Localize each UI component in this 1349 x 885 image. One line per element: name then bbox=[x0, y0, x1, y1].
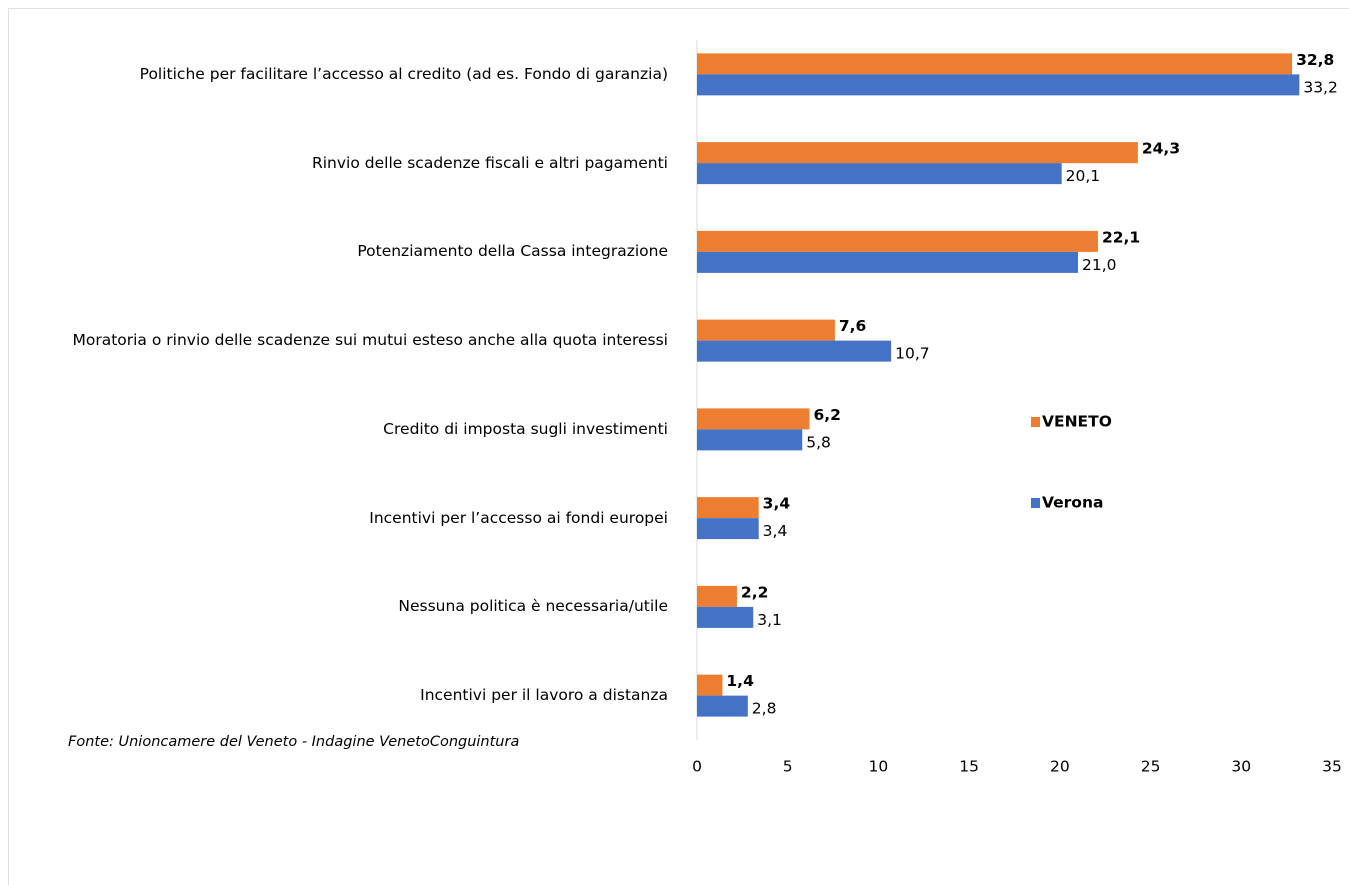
value-label: 24,3 bbox=[1142, 140, 1180, 158]
category-text: Potenziamento della Cassa integrazione bbox=[357, 242, 668, 261]
x-tick-label: 0 bbox=[692, 758, 702, 776]
source: Fonte: Unioncamere del Veneto - Indagine… bbox=[68, 734, 520, 750]
x-tick-label: 5 bbox=[783, 758, 793, 776]
category-label: Incentivi per l’accesso ai fondi europei bbox=[60, 474, 668, 563]
bar bbox=[697, 585, 737, 607]
category-text: Credito di imposta sugli investimenti bbox=[383, 419, 668, 438]
bar bbox=[697, 408, 810, 430]
value-label: 22,1 bbox=[1102, 228, 1140, 246]
category-label: Incentivi per il lavoro a distanza bbox=[60, 651, 668, 740]
category-label: Moratoria o rinvio delle scadenze sui mu… bbox=[60, 296, 668, 385]
legend-swatch bbox=[1031, 417, 1040, 427]
legend-label: VENETO bbox=[1042, 413, 1112, 431]
bar bbox=[697, 340, 892, 362]
category-label: Rinvio delle scadenze fiscali e altri pa… bbox=[60, 119, 668, 208]
value-label: 21,0 bbox=[1082, 256, 1117, 274]
value-label: 3,1 bbox=[757, 611, 782, 629]
category-label: Credito di imposta sugli investimenti bbox=[60, 385, 668, 474]
category-text: Politiche per facilitare l’accesso al cr… bbox=[139, 64, 668, 83]
bar bbox=[697, 429, 803, 451]
bar bbox=[697, 74, 1300, 96]
x-tick-label: 15 bbox=[959, 758, 979, 776]
value-label: 33,2 bbox=[1303, 78, 1338, 96]
category-text: Moratoria o rinvio delle scadenze sui mu… bbox=[72, 331, 668, 350]
value-label: 1,4 bbox=[726, 672, 754, 690]
category-text: Rinvio delle scadenze fiscali e altri pa… bbox=[311, 153, 668, 172]
value-label: 10,7 bbox=[895, 345, 930, 363]
value-label: 3,4 bbox=[763, 522, 788, 540]
category-text: Nessuna politica è necessaria/utile bbox=[398, 597, 668, 616]
value-label: 2,2 bbox=[741, 583, 768, 601]
frame bbox=[8, 8, 1349, 885]
bar bbox=[697, 319, 835, 341]
value-label: 6,2 bbox=[813, 406, 840, 424]
legend-swatch bbox=[1031, 498, 1040, 508]
category-label: Politiche per facilitare l’accesso al cr… bbox=[60, 30, 668, 119]
category-text: Incentivi per il lavoro a distanza bbox=[420, 686, 668, 705]
bar bbox=[697, 674, 723, 696]
bar bbox=[697, 251, 1078, 273]
bar bbox=[697, 695, 748, 717]
category-label: Nessuna politica è necessaria/utile bbox=[60, 563, 668, 652]
x-tick-label: 35 bbox=[1322, 758, 1342, 776]
x-tick-label: 20 bbox=[1050, 758, 1070, 776]
category-label: Potenziamento della Cassa integrazione bbox=[60, 208, 668, 297]
bar bbox=[697, 142, 1138, 164]
value-label: 2,8 bbox=[752, 700, 777, 718]
value-label: 5,8 bbox=[806, 433, 831, 451]
legend-label: Verona bbox=[1042, 494, 1103, 512]
value-label: 32,8 bbox=[1296, 51, 1334, 69]
bar bbox=[697, 497, 759, 519]
bar bbox=[697, 53, 1293, 75]
bar bbox=[697, 606, 754, 628]
value-label: 20,1 bbox=[1066, 167, 1101, 185]
bar bbox=[697, 230, 1098, 252]
x-tick-label: 25 bbox=[1141, 758, 1161, 776]
x-tick-label: 10 bbox=[869, 758, 889, 776]
bar bbox=[697, 518, 759, 540]
value-label: 3,4 bbox=[763, 495, 791, 513]
value-label: 7,6 bbox=[839, 317, 866, 335]
bar bbox=[697, 163, 1062, 185]
x-tick-label: 30 bbox=[1231, 758, 1251, 776]
category-text: Incentivi per l’accesso ai fondi europei bbox=[369, 508, 668, 527]
